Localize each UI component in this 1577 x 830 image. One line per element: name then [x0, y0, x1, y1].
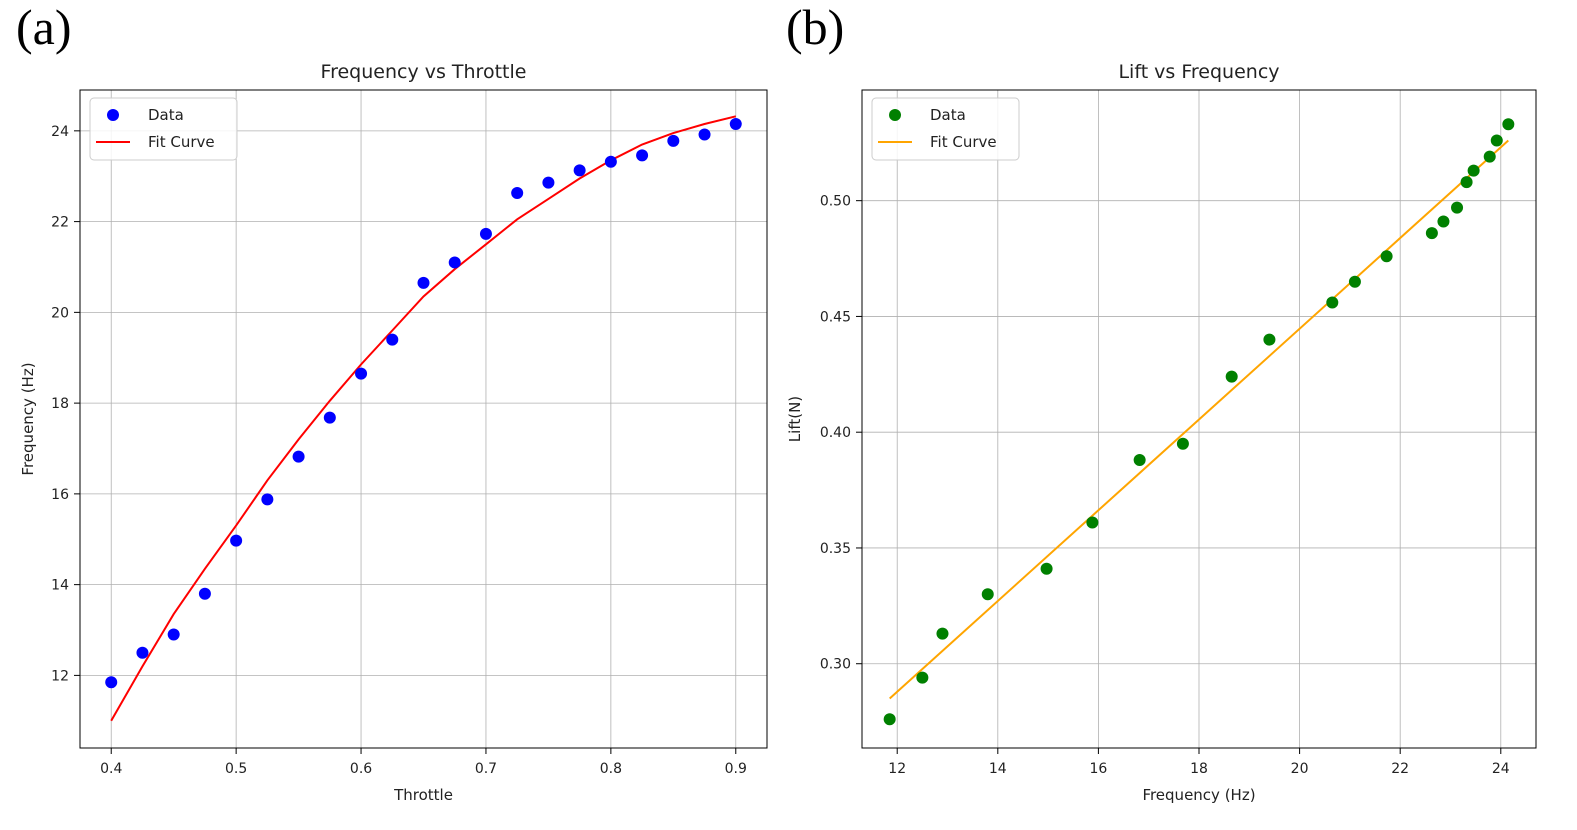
chart-b-legend-label-fit: Fit Curve	[930, 133, 997, 151]
chart-a-data-point	[292, 450, 305, 463]
chart-a-xtick-label: 0.9	[725, 761, 747, 777]
chart-b-data-point	[1133, 453, 1146, 466]
chart-b-fit-curve	[889, 139, 1509, 700]
chart-b-ytick-label: 0.50	[820, 194, 851, 210]
chart-b-ylabel: Lift(N)	[786, 396, 804, 442]
chart-a-data-point	[136, 646, 149, 659]
chart-a-ylabel: Frequency (Hz)	[19, 362, 37, 475]
chart-b-ytick-label: 0.40	[820, 425, 851, 441]
chart-b-data-point	[1176, 437, 1189, 450]
chart-a-xtick-label: 0.5	[225, 761, 247, 777]
chart-b-data-point	[1437, 215, 1450, 228]
chart-b-data-point	[1502, 118, 1515, 131]
chart-b-data-point	[1490, 134, 1503, 147]
chart-b-legend-box	[871, 97, 1020, 161]
chart-b-xtick-label: 12	[888, 761, 906, 777]
panel-label-a: (a)	[16, 0, 72, 55]
chart-a-data-point	[667, 134, 680, 147]
chart-b-data-point	[1086, 516, 1099, 529]
chart-b-data-point	[936, 627, 949, 640]
chart-b-xtick-label: 22	[1391, 761, 1409, 777]
chart-a-legend-marker-data	[107, 109, 119, 121]
chart-b-data-point	[1483, 150, 1496, 163]
chart-a-legend-box	[89, 97, 238, 161]
chart-b-data-point	[1425, 227, 1438, 240]
chart-a-title: Frequency vs Throttle	[321, 61, 527, 83]
chart-a-ytick-label: 22	[51, 215, 69, 231]
chart-b-xtick-label: 16	[1089, 761, 1107, 777]
chart-a-data-point	[729, 118, 742, 131]
chart-a-xtick-label: 0.7	[475, 761, 497, 777]
chart-b-xtick-label: 14	[989, 761, 1007, 777]
chart-a-ytick-label: 12	[51, 668, 69, 684]
chart-a-data-point	[261, 493, 274, 506]
chart-b-data-point	[1225, 370, 1238, 383]
chart-b-data-point	[1263, 333, 1276, 346]
chart-a-xtick-label: 0.6	[350, 761, 372, 777]
chart-b-data-point	[1040, 562, 1053, 575]
chart-b-data-point	[916, 671, 929, 684]
chart-b-data-point	[1467, 164, 1480, 177]
chart-a-data-point	[355, 367, 368, 380]
chart-a-data-point	[511, 187, 524, 200]
chart-a-ytick-label: 24	[51, 124, 69, 140]
chart-a-data-point	[323, 411, 336, 424]
chart-b-xtick-label: 20	[1291, 761, 1309, 777]
chart-a-xtick-label: 0.4	[100, 761, 122, 777]
chart-b-xlabel: Frequency (Hz)	[1142, 786, 1255, 804]
chart-a-data-point	[417, 276, 430, 289]
chart-a-fit-curve	[110, 115, 737, 722]
chart-a-ytick-label: 18	[51, 396, 69, 412]
chart-a-xlabel: Throttle	[393, 786, 453, 804]
chart-b-legend-label-data: Data	[930, 106, 966, 124]
chart-b-legend-marker-data	[889, 109, 901, 121]
chart-b-data-point	[1451, 201, 1464, 214]
chart-a-data-point	[573, 164, 586, 177]
chart-b-data-point	[1460, 176, 1473, 189]
chart-b-ytick-label: 0.30	[820, 657, 851, 673]
chart-b-data-point	[1348, 275, 1361, 288]
chart-a-data-point	[105, 676, 118, 689]
chart-a-ytick-label: 16	[51, 487, 69, 503]
chart-b-xtick-label: 24	[1492, 761, 1510, 777]
chart-a-legend-label-fit: Fit Curve	[148, 133, 215, 151]
chart-b-data-point	[981, 588, 994, 601]
chart-a-data-point	[604, 155, 617, 168]
chart-a-data-point	[230, 534, 243, 547]
chart-b-ytick-label: 0.35	[820, 541, 851, 557]
chart-a-xtick-label: 0.8	[600, 761, 622, 777]
chart-b-data-point	[883, 713, 896, 726]
chart-a-data-point	[542, 176, 555, 189]
chart-a-ytick-label: 14	[51, 578, 69, 594]
chart-a-data-point	[448, 256, 461, 269]
chart-a-data-point	[698, 128, 711, 141]
chart-b-data-point	[1380, 250, 1393, 263]
chart-a-data-point	[386, 333, 399, 346]
chart-a-data-point	[167, 628, 180, 641]
chart-a-axes-frame	[79, 89, 768, 749]
chart-a-data-point	[479, 227, 492, 240]
chart-a-data-point	[198, 587, 211, 600]
chart-b-title: Lift vs Frequency	[1118, 61, 1279, 83]
chart-a-ytick-label: 20	[51, 305, 69, 321]
chart-b-data-point	[1326, 296, 1339, 309]
chart-a-data-point	[636, 149, 649, 162]
chart-a-legend-label-data: Data	[148, 106, 184, 124]
panel-label-b: (b)	[786, 0, 845, 55]
chart-b-xtick-label: 18	[1190, 761, 1208, 777]
chart-b-ytick-label: 0.45	[820, 309, 851, 325]
